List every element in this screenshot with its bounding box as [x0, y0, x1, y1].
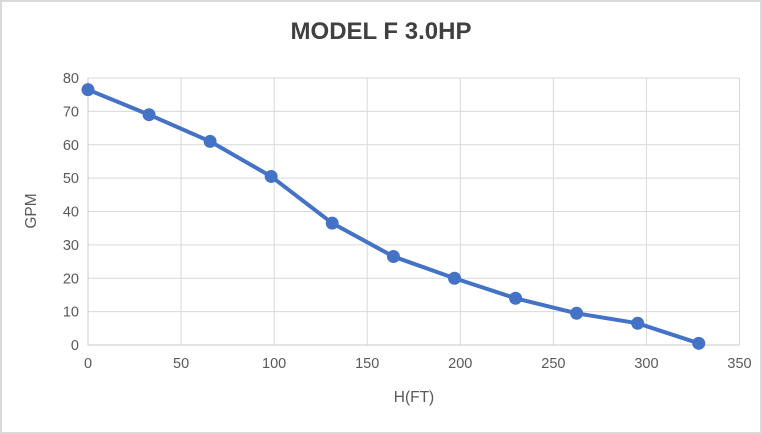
y-axis-title: GPM: [23, 193, 40, 229]
data-point-marker: [203, 134, 217, 148]
data-point-marker: [570, 306, 584, 320]
data-point-marker: [448, 271, 462, 285]
data-point-marker: [692, 336, 706, 350]
data-point-marker: [386, 250, 400, 264]
data-point-marker: [325, 216, 339, 230]
y-tick-label: 70: [63, 104, 79, 120]
x-tick-label: 200: [448, 356, 472, 372]
y-tick-label: 80: [63, 71, 79, 87]
y-tick-label: 20: [63, 271, 79, 287]
y-tick-label: 50: [63, 171, 79, 187]
x-axis-title: H(FT): [393, 389, 435, 406]
y-tick-label: 0: [71, 338, 79, 354]
data-point-marker: [631, 316, 645, 330]
x-tick-label: 0: [84, 356, 92, 372]
data-series-line: [86, 87, 701, 346]
x-tick-label: 150: [355, 356, 379, 372]
chart-title: MODEL F 3.0HP: [290, 18, 472, 45]
y-tick-label: 60: [63, 138, 79, 154]
y-tick-label: 40: [63, 205, 79, 221]
x-tick-label: 50: [173, 356, 189, 372]
y-tick-label: 30: [63, 238, 79, 254]
x-tick-label: 100: [262, 356, 286, 372]
x-tick-label: 300: [634, 356, 658, 372]
data-point-marker: [142, 108, 156, 122]
data-point-marker: [81, 83, 95, 97]
x-tick-label: 350: [727, 356, 751, 372]
x-tick-label: 250: [541, 356, 565, 372]
data-point-marker: [509, 291, 523, 305]
y-tick-label: 10: [63, 305, 79, 321]
data-point-marker: [264, 169, 278, 183]
